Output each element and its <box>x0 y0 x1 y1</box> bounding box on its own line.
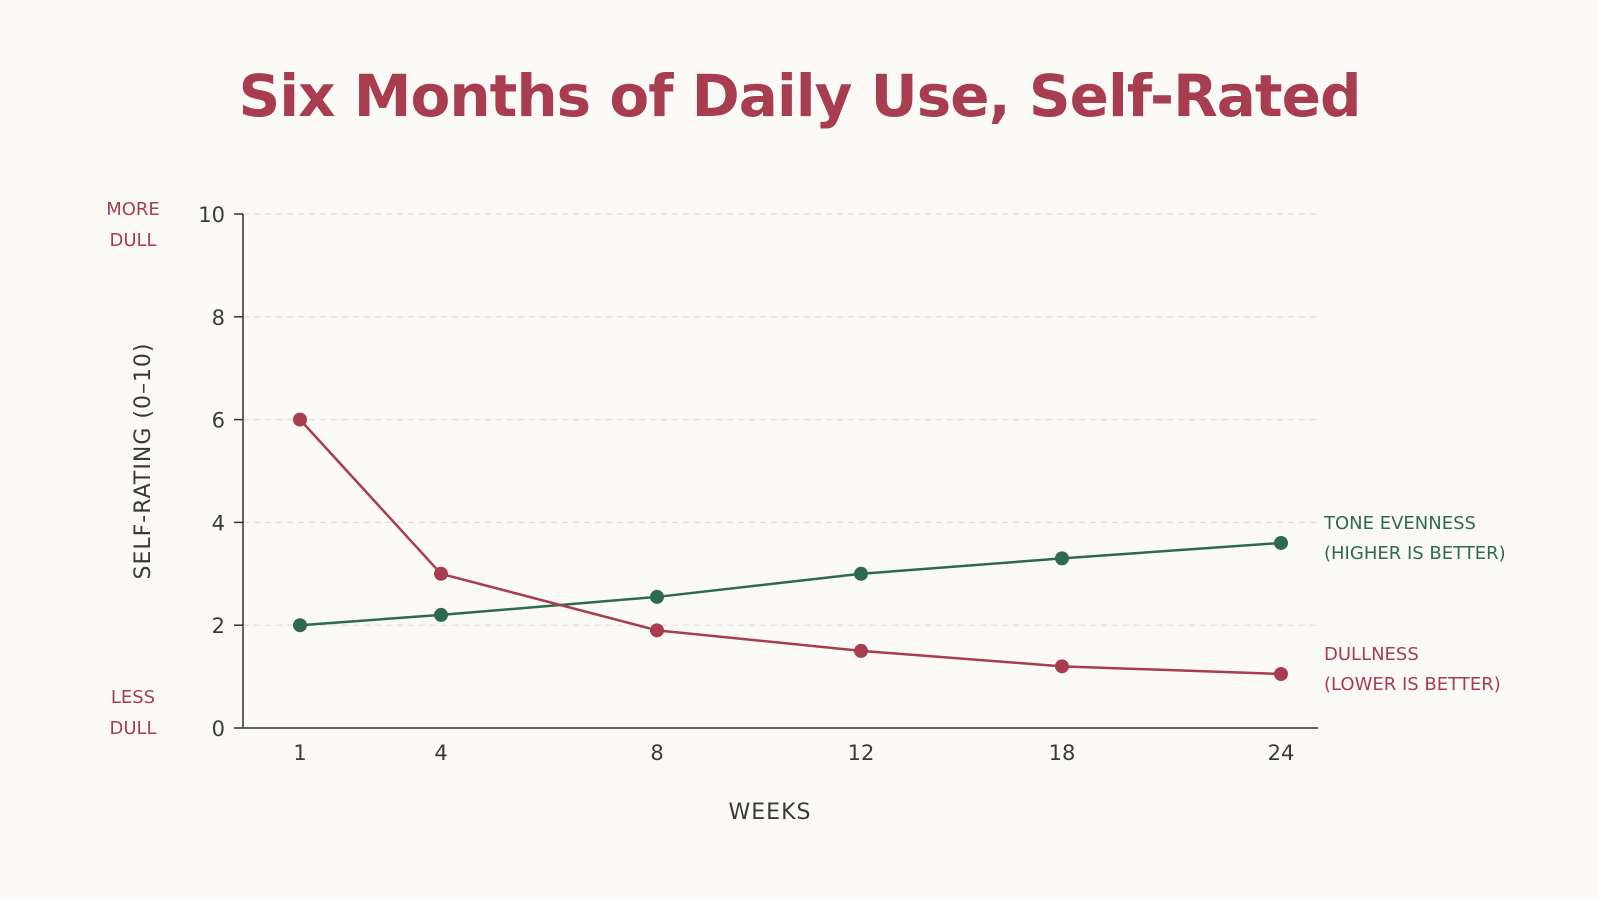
x-axis-title: WEEKS <box>729 800 812 825</box>
point-dullness-week-8 <box>650 623 664 638</box>
y-top-note-line-1: MORE <box>106 199 160 220</box>
point-tone-evenness-week-12 <box>854 566 868 581</box>
series-label-tone-evenness: TONE EVENNESS <box>1323 513 1476 534</box>
y-tick-label-10: 10 <box>198 203 225 227</box>
series-line-dullness <box>299 418 1282 676</box>
y-tick-label-6: 6 <box>212 409 225 433</box>
y-bottom-note-line-1: LESS <box>111 687 155 708</box>
point-tone-evenness-week-24 <box>1274 535 1288 550</box>
point-tone-evenness-week-18 <box>1055 551 1069 566</box>
point-tone-evenness-week-8 <box>650 589 664 604</box>
chart-title: Six Months of Daily Use, Self-Rated <box>238 62 1362 130</box>
series <box>293 412 1288 682</box>
x-tick-label-24: 24 <box>1268 741 1295 765</box>
point-dullness-week-24 <box>1274 667 1288 682</box>
x-tick-label-4: 4 <box>434 741 447 765</box>
point-dullness-week-1 <box>293 412 307 427</box>
y-bottom-note-line-2: DULL <box>109 718 156 739</box>
point-dullness-week-12 <box>854 643 868 658</box>
x-tick-label-1: 1 <box>293 741 306 765</box>
point-dullness-week-18 <box>1055 659 1069 674</box>
series-sublabel-tone-evenness: (HIGHER IS BETTER) <box>1324 543 1506 564</box>
point-dullness-week-4 <box>434 566 448 581</box>
y-tick-label-4: 4 <box>212 511 225 535</box>
x-tick-label-18: 18 <box>1049 741 1076 765</box>
point-tone-evenness-week-1 <box>293 618 307 633</box>
point-tone-evenness-week-4 <box>434 607 448 622</box>
y-tick-label-2: 2 <box>212 614 225 638</box>
x-tick-label-8: 8 <box>650 741 663 765</box>
y-tick-label-8: 8 <box>212 306 225 330</box>
series-sublabel-dullness: (LOWER IS BETTER) <box>1324 674 1501 695</box>
y-tick-label-0: 0 <box>212 717 225 741</box>
labels: WEEKS SELF-RATING (0–10) MORE DULL LESS DULL T… <box>106 199 1506 825</box>
y-axis-title: SELF-RATING (0–10) <box>131 342 156 579</box>
gridlines <box>243 213 1318 626</box>
series-label-dullness: DULLNESS <box>1324 644 1419 665</box>
y-top-note-line-2: DULL <box>109 230 156 251</box>
x-tick-label-12: 12 <box>848 741 875 765</box>
series-line-tone-evenness <box>299 541 1282 627</box>
